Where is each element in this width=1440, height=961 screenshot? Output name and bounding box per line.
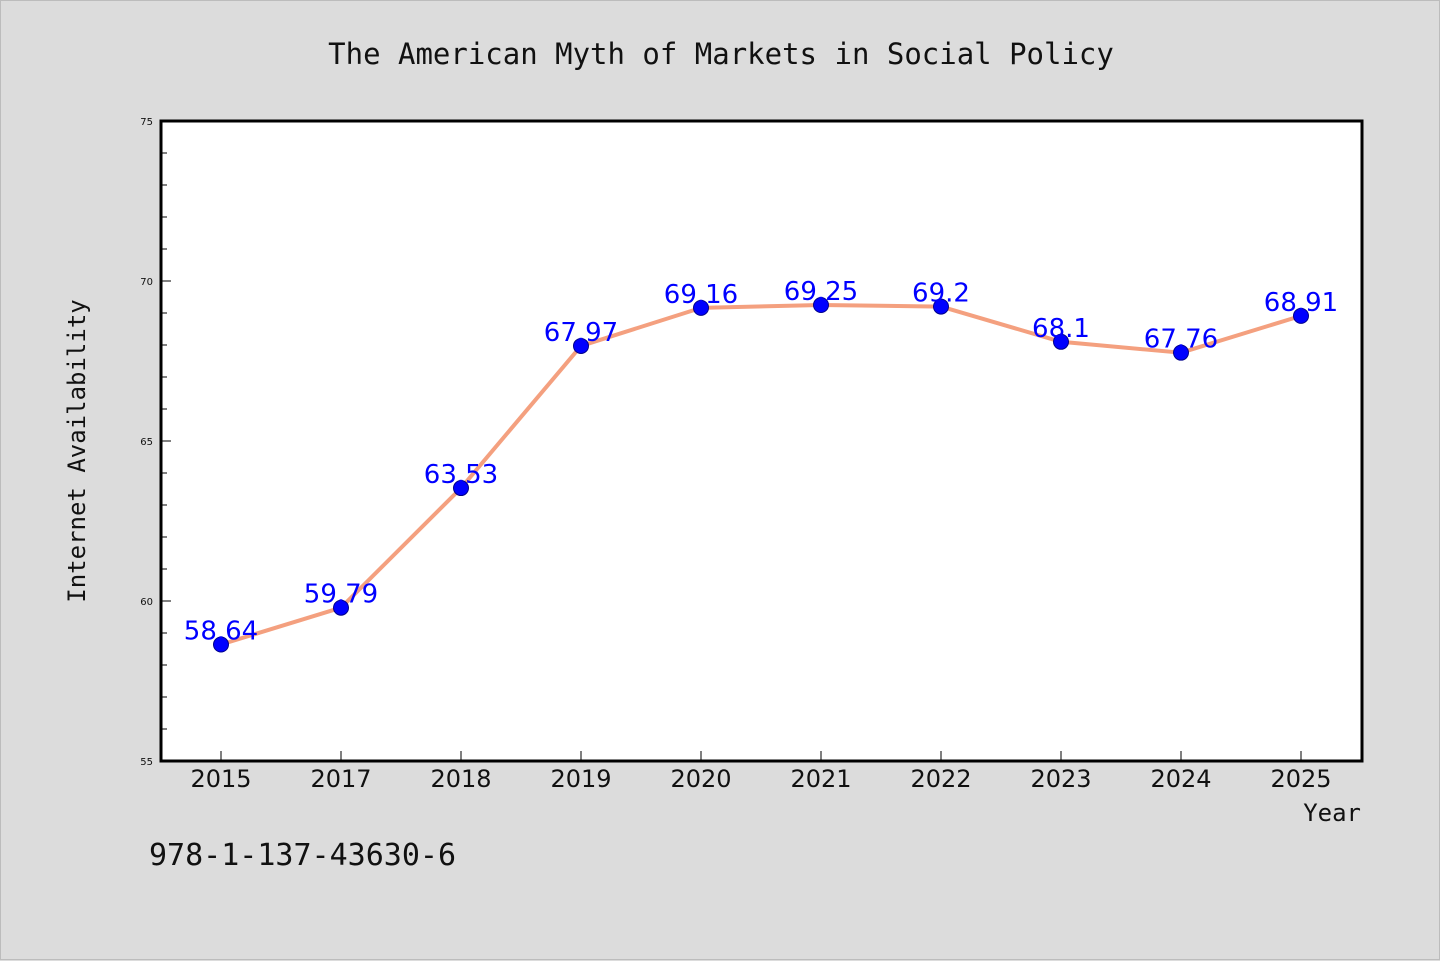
y-axis: 55 60 65 70 75 bbox=[140, 117, 171, 768]
data-label: 63.53 bbox=[424, 460, 498, 490]
data-label: 67.97 bbox=[544, 318, 618, 348]
data-label: 58.64 bbox=[184, 617, 258, 647]
data-label: 69.25 bbox=[784, 277, 858, 307]
x-tick-label: 2025 bbox=[1270, 765, 1331, 793]
plot-area bbox=[159, 119, 1364, 763]
x-tick-label: 2021 bbox=[790, 765, 851, 793]
y-axis-title: Internet Availability bbox=[63, 299, 91, 602]
y-tick-label: 65 bbox=[140, 437, 153, 448]
data-point-marker bbox=[573, 337, 589, 354]
y-tick-label: 70 bbox=[140, 277, 153, 288]
x-tick-label: 2024 bbox=[1150, 765, 1211, 793]
data-label: 69.16 bbox=[664, 280, 738, 310]
data-label: 68.91 bbox=[1264, 288, 1338, 318]
data-label: 68.1 bbox=[1032, 314, 1090, 344]
footer-isbn: 978-1-137-43630-6 bbox=[149, 838, 456, 873]
x-tick-label: 2023 bbox=[1030, 765, 1091, 793]
series-line bbox=[219, 303, 1303, 647]
x-tick-label: 2022 bbox=[910, 765, 971, 793]
chart-title: The American Myth of Markets in Social P… bbox=[328, 37, 1114, 71]
data-point-marker bbox=[1173, 344, 1189, 361]
data-label: 67.76 bbox=[1144, 325, 1218, 355]
data-point-marker bbox=[213, 636, 229, 653]
data-point-marker bbox=[453, 480, 469, 497]
data-point-marker bbox=[813, 297, 829, 313]
x-tick-label: 2018 bbox=[430, 765, 491, 793]
x-tick-label: 2019 bbox=[550, 765, 611, 793]
data-point-marker bbox=[693, 299, 709, 316]
data-point-marker bbox=[1293, 307, 1309, 324]
series-layer: 58.64 59.79 63.53 67.97 69.16 69.25 69.2 68.1 67… bbox=[184, 277, 1338, 653]
data-point-marker bbox=[333, 599, 349, 616]
x-tick-label: 2017 bbox=[310, 765, 371, 793]
x-axis: 2015 2017 2018 2019 2020 2021 2022 2023 2024 2025 bbox=[190, 751, 1332, 793]
x-tick-label: 2015 bbox=[190, 765, 251, 793]
data-label: 69.2 bbox=[912, 279, 970, 309]
y-tick-label: 75 bbox=[140, 117, 153, 128]
data-label: 59.79 bbox=[304, 580, 378, 610]
data-point-marker bbox=[1053, 333, 1069, 350]
y-tick-label: 60 bbox=[140, 597, 153, 608]
y-tick-label: 55 bbox=[140, 757, 153, 768]
data-point-marker bbox=[933, 298, 949, 315]
x-tick-label: 2020 bbox=[670, 765, 731, 793]
x-axis-title: Year bbox=[1303, 799, 1361, 827]
